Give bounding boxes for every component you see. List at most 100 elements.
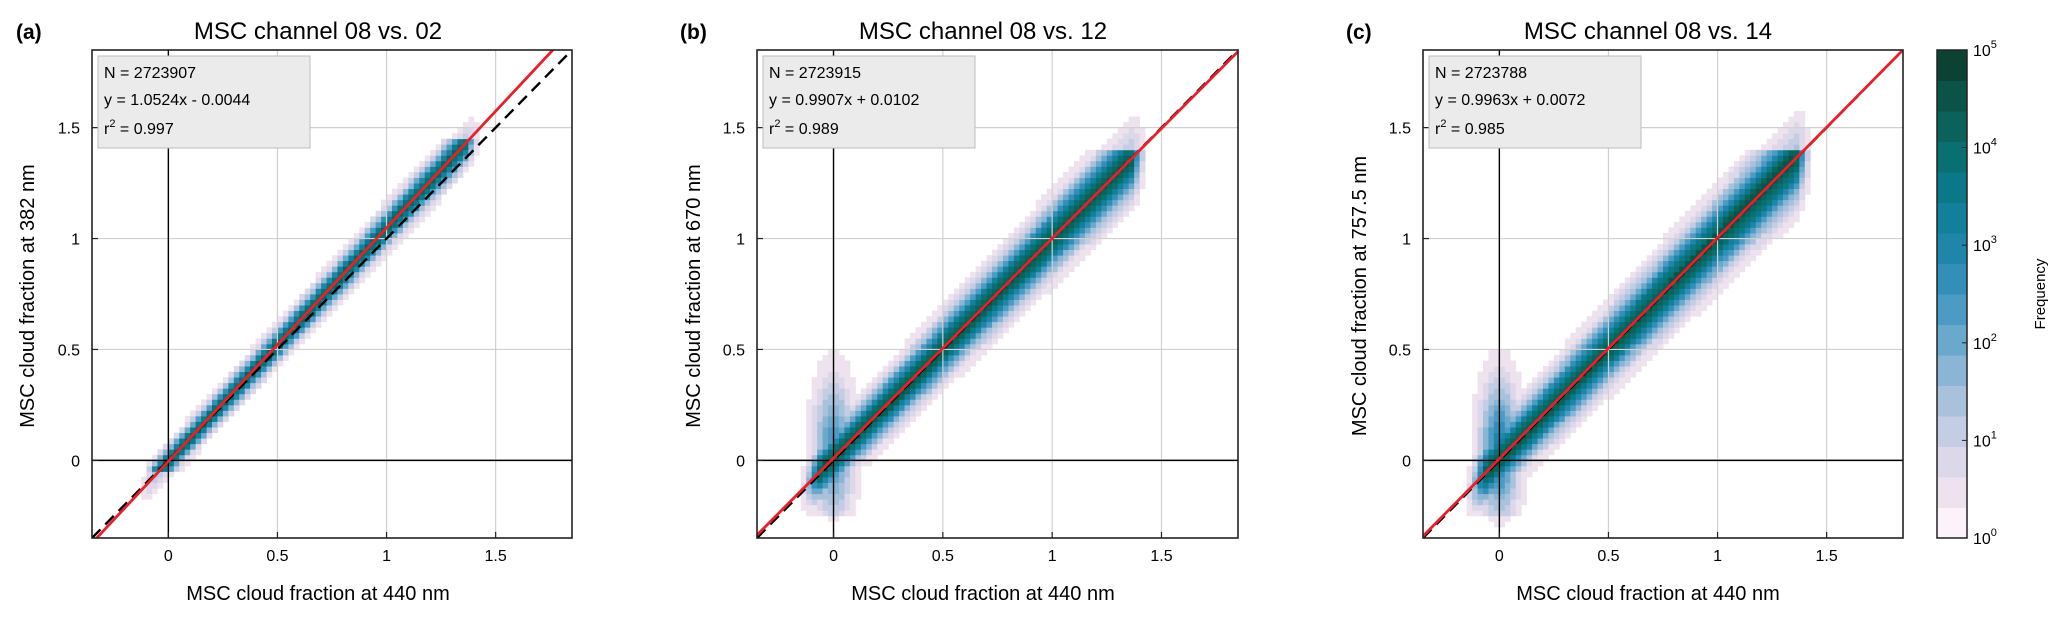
density-cell [348,288,355,295]
density-cell [1002,321,1009,328]
density-cell [1046,249,1053,256]
density-cell [1068,188,1075,195]
density-cell [806,427,813,434]
density-cell [986,343,993,350]
density-cell [1581,338,1588,345]
density-cell [975,266,982,273]
density-cell [1657,249,1664,256]
density-cell [1483,471,1489,478]
density-cell [882,438,889,445]
density-cell [277,332,284,339]
density-cell [964,338,971,345]
density-cell [315,321,322,328]
density-cell [1046,210,1053,217]
density-cell [1728,227,1735,234]
density-cell [1063,244,1069,251]
density-cell [435,166,442,173]
density-cell [1543,371,1549,378]
density-cell [1799,166,1806,173]
density-cell [1079,177,1086,184]
density-cell [1581,366,1588,373]
density-cell [1712,271,1718,278]
density-cell [817,416,823,422]
density-cell [462,127,469,134]
density-cell [1035,244,1042,251]
density-cell [288,343,295,350]
density-cell [1575,393,1582,400]
density-cell [1799,183,1806,190]
density-cell [402,227,409,234]
density-cell [1641,327,1648,334]
density-cell [1106,160,1113,167]
density-cell [844,443,851,450]
density-cell [1717,238,1724,245]
density-cell [942,382,949,389]
density-cell [282,355,289,361]
density-cell [1504,399,1511,406]
density-cell [233,382,240,389]
density-cell [986,260,993,267]
density-cell [1493,377,1500,384]
density-cell [293,310,300,317]
density-cell [1744,233,1751,239]
density-cell [997,305,1004,312]
density-cell [1712,210,1718,217]
density-cell [146,471,153,478]
density-cell [1030,210,1037,217]
density-cell [1074,160,1080,167]
density-cell [446,149,453,156]
density-cell [1128,183,1135,190]
density-cell [822,454,829,461]
density-cell [1777,133,1784,140]
density-cell [1024,288,1031,295]
density-cell [375,221,382,228]
density-cell [800,504,807,511]
density-cell [1624,310,1631,317]
density-cell [893,416,900,422]
density-cell [1668,310,1675,317]
density-cell [1646,338,1653,345]
density-cell [1128,172,1135,178]
density-cell [1772,233,1778,239]
density-cell [1559,371,1566,378]
density-cell [1559,366,1566,373]
density-cell [1777,127,1784,134]
density-cell [1712,294,1718,300]
density-cell [953,288,960,295]
density-cell [228,371,235,378]
density-cell [1755,244,1762,251]
density-cell [1592,343,1598,350]
density-cell [855,427,862,434]
density-cell [1772,205,1778,212]
fit-line [94,50,555,538]
density-cell [402,194,409,201]
density-cell [1134,155,1141,162]
density-cell [844,399,851,406]
density-cell [1477,438,1484,445]
density-cell [1106,138,1113,145]
density-cell [926,343,933,350]
density-cell [1084,177,1091,184]
density-cell [1057,194,1064,201]
density-cell [212,393,218,400]
density-cell [1783,188,1789,195]
density-cell [959,332,966,339]
density-cell [1717,205,1724,212]
density-cell [413,221,420,228]
density-cell [473,133,480,140]
density-cell [1095,194,1102,201]
density-cell [468,127,475,134]
density-cell [997,310,1004,317]
density-cell [1755,216,1762,223]
density-cell [904,388,911,395]
density-cell [1799,122,1806,129]
density-cell [866,399,873,406]
density-cell [1466,482,1473,489]
density-cell [860,399,867,406]
density-cell [1581,332,1588,339]
density-cell [817,449,823,456]
density-cell [1013,233,1020,239]
density-cell [1063,260,1069,267]
density-cell [457,133,464,140]
